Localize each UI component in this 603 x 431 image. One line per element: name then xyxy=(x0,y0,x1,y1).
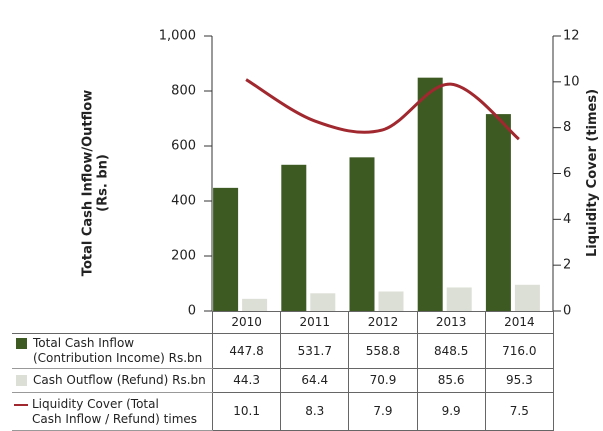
value-cell: 85.6 xyxy=(416,368,486,393)
value-cell: 70.9 xyxy=(348,368,418,393)
y2-axis-title-line: Liquidity Cover (times) xyxy=(585,89,600,257)
bar xyxy=(349,157,375,311)
bar xyxy=(242,298,268,311)
category-cell: 2010 xyxy=(211,311,282,334)
category-cell: 2011 xyxy=(280,311,350,334)
value-cell: 95.3 xyxy=(484,368,554,393)
y2-tick-label: 8 xyxy=(563,120,571,135)
legend-swatch xyxy=(16,338,27,349)
y-tick-label: 800 xyxy=(171,84,196,99)
value-cell: 10.1 xyxy=(211,392,282,431)
bar xyxy=(417,77,443,311)
legend-cell: Total Cash Inflow (Contribution Income) … xyxy=(12,333,213,369)
legend-entry: Total Cash Inflow (Contribution Income) … xyxy=(14,336,210,366)
bar xyxy=(281,164,307,311)
y-axis-title: Total Cash Inflow/Outflow(Rs. bn) xyxy=(80,90,110,276)
value-cell: 64.4 xyxy=(280,368,350,393)
bar xyxy=(378,291,404,311)
legend-label: Liquidity Cover (Total Cash Inflow / Ref… xyxy=(32,396,198,426)
y-tick-label: 200 xyxy=(171,249,196,264)
bar xyxy=(514,284,540,311)
y2-axis-title: Liquidity Cover (times) xyxy=(585,89,600,257)
line xyxy=(245,78,520,141)
category-cell: 2013 xyxy=(416,311,486,334)
y-axis-title-line: Total Cash Inflow/Outflow xyxy=(80,90,95,276)
value-cell: 848.5 xyxy=(416,333,486,369)
value-cell: 7.5 xyxy=(484,392,554,431)
series-row: Total Cash Inflow (Contribution Income) … xyxy=(12,333,554,369)
category-cell: 2014 xyxy=(484,311,554,334)
bar xyxy=(446,287,472,311)
y2-tick-label: 2 xyxy=(563,258,571,273)
y2-tick-label: 6 xyxy=(563,166,571,181)
value-cell: 447.8 xyxy=(211,333,282,369)
legend-swatch xyxy=(16,375,27,386)
value-cell: 716.0 xyxy=(484,333,554,369)
y-tick-label: 400 xyxy=(171,194,196,209)
y2-tick-label: 10 xyxy=(563,74,580,89)
value-cell: 558.8 xyxy=(348,333,418,369)
legend-cell: Cash Outflow (Refund) Rs.bn xyxy=(12,368,213,393)
value-cell: 44.3 xyxy=(211,368,282,393)
value-cell: 7.9 xyxy=(348,392,418,431)
y2-tick-label: 4 xyxy=(563,212,571,227)
legend-entry: Liquidity Cover (Total Cash Inflow / Ref… xyxy=(14,397,210,427)
value-cell: 531.7 xyxy=(280,333,350,369)
category-cell: 2012 xyxy=(348,311,418,334)
y-tick-label: 1,000 xyxy=(159,29,196,44)
y-tick-label: 0 xyxy=(188,304,196,319)
bar xyxy=(213,187,239,311)
legend-line xyxy=(14,403,28,406)
header-row: 2010 2011 2012 2013 2014 xyxy=(12,311,554,334)
legend-label: Total Cash Inflow (Contribution Income) … xyxy=(33,336,203,365)
legend-cell: Liquidity Cover (Total Cash Inflow / Ref… xyxy=(12,392,213,431)
bar xyxy=(310,293,336,311)
legend-entry: Cash Outflow (Refund) Rs.bn xyxy=(14,373,210,388)
series-row: Liquidity Cover (Total Cash Inflow / Ref… xyxy=(12,392,554,431)
series-row: Cash Outflow (Refund) Rs.bn 44.3 64.4 70.9 8… xyxy=(12,368,554,393)
y2-tick-label: 12 xyxy=(563,29,580,44)
data-table: 2010 2011 2012 2013 2014 Total Cash Inflow (C… xyxy=(12,311,554,431)
bar xyxy=(485,114,511,311)
legend-label: Cash Outflow (Refund) Rs.bn xyxy=(33,373,206,387)
y2-tick-label: 0 xyxy=(563,304,571,319)
y-axis-title-line: (Rs. bn) xyxy=(95,154,110,212)
y-tick-label: 600 xyxy=(171,139,196,154)
value-cell: 9.9 xyxy=(416,392,486,431)
corner-cell xyxy=(12,311,213,334)
value-cell: 8.3 xyxy=(280,392,350,431)
